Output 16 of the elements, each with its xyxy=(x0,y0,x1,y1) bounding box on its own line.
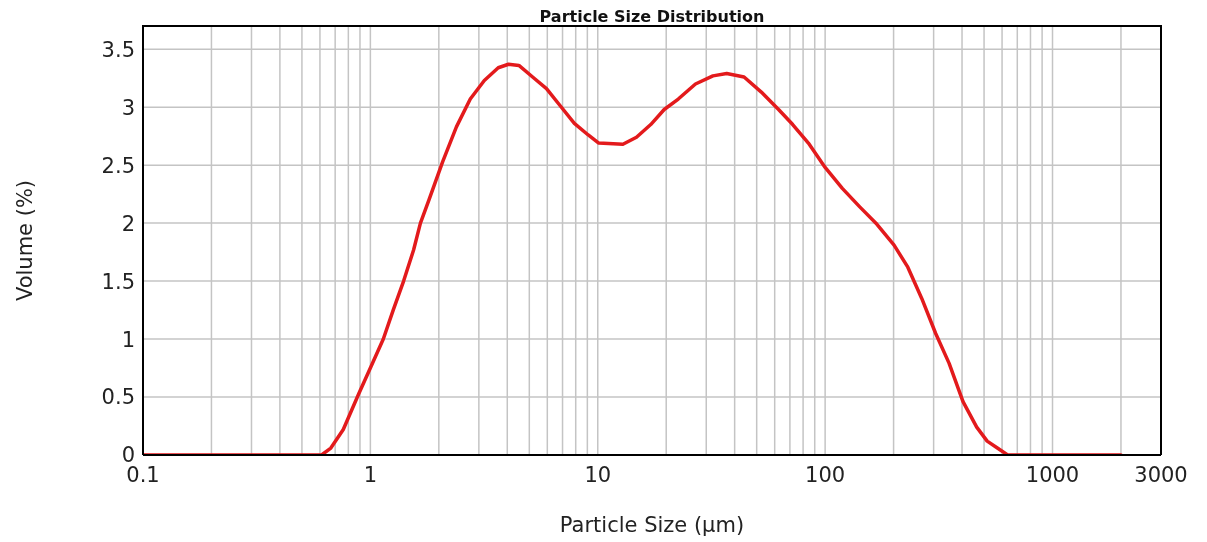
x-tick-label: 1000 xyxy=(1025,462,1080,487)
y-tick-label: 1.5 xyxy=(101,269,135,294)
x-tick-label: 100 xyxy=(805,462,846,487)
x-tick-label: 10 xyxy=(584,462,612,487)
x-tick-label: 3000 xyxy=(1134,462,1188,487)
x-tick-label: 0.1 xyxy=(126,462,160,487)
chart-title: Particle Size Distribution xyxy=(538,7,766,26)
y-tick-label: 3.5 xyxy=(101,37,135,62)
y-tick-label: 2.5 xyxy=(101,153,135,178)
y-tick-label: 0.5 xyxy=(101,385,135,410)
y-tick-label: 2 xyxy=(121,211,135,236)
x-tick-label: 1 xyxy=(363,462,378,487)
x-axis-title: Particle Size (µm) xyxy=(559,513,745,537)
y-tick-label: 3 xyxy=(121,95,135,120)
y-tick-label: 1 xyxy=(121,327,135,352)
y-axis-title: Volume (%) xyxy=(13,179,38,302)
